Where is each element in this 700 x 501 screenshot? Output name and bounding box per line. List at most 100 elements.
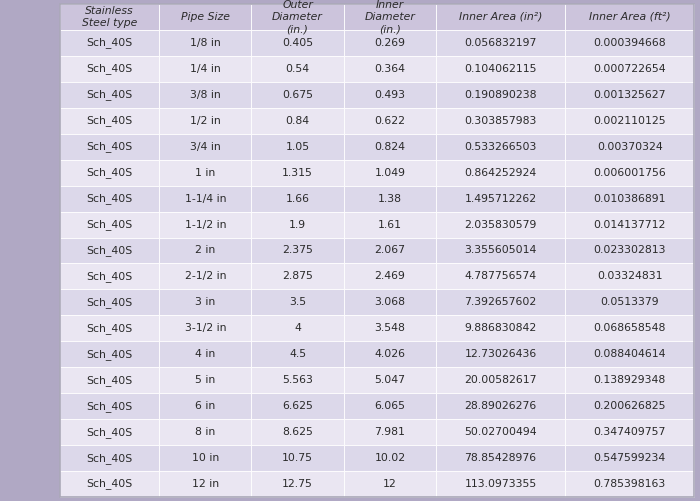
Text: 113.0973355: 113.0973355 bbox=[465, 479, 537, 489]
Text: 0.303857983: 0.303857983 bbox=[464, 116, 537, 126]
Bar bbox=[60, 445, 159, 471]
Bar bbox=[436, 367, 565, 393]
Bar bbox=[60, 341, 159, 367]
Bar bbox=[344, 315, 436, 341]
Bar bbox=[60, 134, 159, 160]
Bar bbox=[344, 211, 436, 237]
Text: 1-1/2 in: 1-1/2 in bbox=[185, 219, 226, 229]
Text: 0.002110125: 0.002110125 bbox=[594, 116, 666, 126]
Bar bbox=[436, 341, 565, 367]
Text: Sch_40S: Sch_40S bbox=[86, 375, 132, 386]
Bar bbox=[436, 186, 565, 211]
Text: 2-1/2 in: 2-1/2 in bbox=[185, 272, 226, 282]
Text: 12 in: 12 in bbox=[192, 479, 219, 489]
Bar bbox=[436, 315, 565, 341]
Bar bbox=[159, 341, 251, 367]
Text: 9.886830842: 9.886830842 bbox=[465, 323, 537, 333]
Bar bbox=[565, 419, 694, 445]
Bar bbox=[565, 108, 694, 134]
Bar bbox=[159, 211, 251, 237]
Text: 0.785398163: 0.785398163 bbox=[594, 479, 666, 489]
Bar bbox=[344, 160, 436, 186]
Bar bbox=[251, 445, 344, 471]
Bar bbox=[565, 393, 694, 419]
Bar bbox=[565, 290, 694, 315]
Text: Sch_40S: Sch_40S bbox=[86, 452, 132, 463]
Bar bbox=[436, 211, 565, 237]
Bar bbox=[436, 82, 565, 108]
Bar bbox=[60, 211, 159, 237]
Text: 7.392657602: 7.392657602 bbox=[465, 298, 537, 308]
Bar bbox=[565, 56, 694, 82]
Text: 2.469: 2.469 bbox=[374, 272, 405, 282]
Text: Sch_40S: Sch_40S bbox=[86, 349, 132, 360]
Bar bbox=[436, 290, 565, 315]
Bar bbox=[251, 393, 344, 419]
Bar bbox=[251, 56, 344, 82]
Text: Inner Area (in²): Inner Area (in²) bbox=[459, 12, 542, 22]
Text: 0.088404614: 0.088404614 bbox=[594, 349, 666, 359]
Text: 12: 12 bbox=[383, 479, 397, 489]
Bar bbox=[565, 211, 694, 237]
Text: 78.85428976: 78.85428976 bbox=[465, 453, 537, 463]
Bar bbox=[159, 186, 251, 211]
Text: Sch_40S: Sch_40S bbox=[86, 89, 132, 100]
Bar bbox=[565, 237, 694, 264]
Text: Sch_40S: Sch_40S bbox=[86, 323, 132, 334]
Text: 3.068: 3.068 bbox=[374, 298, 405, 308]
Bar bbox=[60, 264, 159, 290]
Bar bbox=[251, 471, 344, 497]
Text: 4.787756574: 4.787756574 bbox=[465, 272, 537, 282]
Bar bbox=[159, 393, 251, 419]
Bar bbox=[60, 419, 159, 445]
Bar bbox=[344, 30, 436, 56]
Text: 1/4 in: 1/4 in bbox=[190, 64, 220, 74]
Text: 3/8 in: 3/8 in bbox=[190, 90, 220, 100]
Text: Sch_40S: Sch_40S bbox=[86, 193, 132, 204]
Text: 0.0513379: 0.0513379 bbox=[601, 298, 659, 308]
Bar bbox=[436, 264, 565, 290]
Bar bbox=[436, 160, 565, 186]
Text: 2 in: 2 in bbox=[195, 245, 216, 256]
Text: 0.068658548: 0.068658548 bbox=[594, 323, 666, 333]
Text: 3.5: 3.5 bbox=[289, 298, 306, 308]
Bar bbox=[565, 30, 694, 56]
Text: 8.625: 8.625 bbox=[282, 427, 313, 437]
Text: 0.364: 0.364 bbox=[374, 64, 405, 74]
Bar bbox=[565, 186, 694, 211]
Text: 1.66: 1.66 bbox=[286, 193, 309, 203]
Text: Sch_40S: Sch_40S bbox=[86, 427, 132, 437]
Text: 4.026: 4.026 bbox=[374, 349, 405, 359]
Bar bbox=[159, 160, 251, 186]
Text: 0.023302813: 0.023302813 bbox=[594, 245, 666, 256]
Bar bbox=[159, 82, 251, 108]
Text: 4: 4 bbox=[294, 323, 301, 333]
Text: 1.495712262: 1.495712262 bbox=[465, 193, 537, 203]
Text: 8 in: 8 in bbox=[195, 427, 216, 437]
Text: Stainless
Steel type: Stainless Steel type bbox=[82, 6, 137, 28]
Bar bbox=[159, 471, 251, 497]
Text: 4.5: 4.5 bbox=[289, 349, 306, 359]
Bar bbox=[344, 82, 436, 108]
Bar bbox=[436, 445, 565, 471]
Bar bbox=[344, 419, 436, 445]
Bar bbox=[159, 419, 251, 445]
Bar bbox=[60, 4, 159, 30]
Bar bbox=[565, 160, 694, 186]
Bar bbox=[344, 108, 436, 134]
Text: 7.981: 7.981 bbox=[374, 427, 405, 437]
Text: 0.000394668: 0.000394668 bbox=[594, 38, 666, 48]
Text: 6.065: 6.065 bbox=[374, 401, 405, 411]
Bar bbox=[344, 264, 436, 290]
Text: 1-1/4 in: 1-1/4 in bbox=[185, 193, 226, 203]
Text: Pipe Size: Pipe Size bbox=[181, 12, 230, 22]
Text: 0.864252924: 0.864252924 bbox=[465, 168, 537, 178]
Text: 20.00582617: 20.00582617 bbox=[464, 375, 537, 385]
Text: 0.547599234: 0.547599234 bbox=[594, 453, 666, 463]
Text: Sch_40S: Sch_40S bbox=[86, 219, 132, 230]
Text: 1.049: 1.049 bbox=[374, 168, 405, 178]
Bar bbox=[60, 393, 159, 419]
Bar bbox=[60, 30, 159, 56]
Text: 0.493: 0.493 bbox=[374, 90, 405, 100]
Bar bbox=[251, 30, 344, 56]
